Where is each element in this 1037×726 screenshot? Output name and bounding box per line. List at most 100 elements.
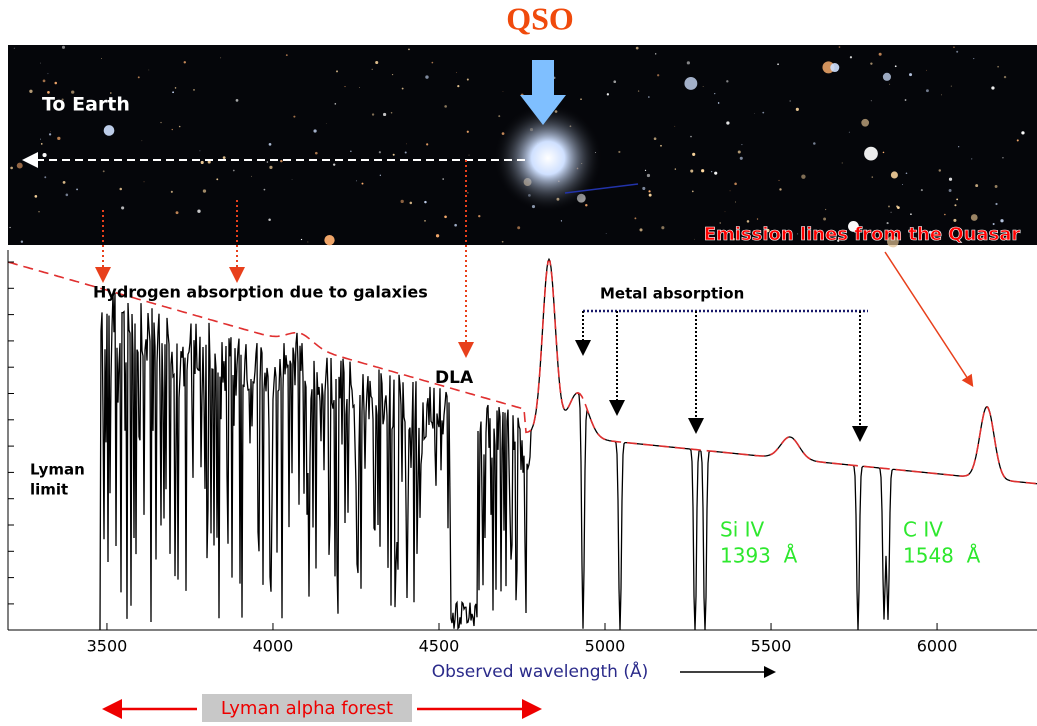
tick-label: 4000	[253, 637, 294, 656]
star	[605, 233, 607, 234]
star	[646, 173, 651, 178]
star	[517, 226, 521, 230]
star	[766, 228, 770, 233]
star	[944, 213, 946, 216]
star	[334, 103, 337, 105]
star	[690, 135, 692, 138]
star	[200, 160, 204, 165]
star	[644, 169, 647, 172]
star	[502, 91, 504, 92]
star	[841, 162, 843, 164]
star	[726, 121, 730, 125]
star	[997, 65, 999, 68]
star	[746, 220, 750, 223]
continuum	[7, 260, 1037, 485]
star	[777, 63, 779, 66]
star	[657, 74, 660, 77]
star	[336, 70, 339, 73]
star	[938, 169, 942, 172]
star	[141, 140, 143, 142]
star	[100, 58, 102, 59]
star	[406, 143, 408, 145]
star	[291, 179, 293, 180]
star	[648, 190, 651, 193]
star	[904, 99, 907, 101]
star	[44, 176, 47, 179]
star	[285, 54, 288, 57]
star	[40, 62, 41, 64]
star	[648, 193, 652, 197]
star	[1021, 131, 1025, 135]
star	[691, 190, 694, 193]
star	[62, 180, 66, 184]
star	[870, 62, 873, 65]
star	[34, 195, 38, 198]
star	[57, 136, 61, 141]
star	[137, 76, 140, 79]
star	[953, 46, 955, 49]
tick-label: 4500	[419, 637, 460, 656]
line	[564, 183, 639, 194]
star	[795, 107, 799, 111]
star	[220, 57, 222, 59]
star	[655, 53, 657, 55]
star	[909, 73, 913, 77]
star	[47, 73, 49, 75]
star	[888, 205, 890, 208]
star	[717, 102, 720, 104]
star	[613, 80, 617, 84]
star	[293, 115, 296, 118]
star	[358, 87, 360, 88]
star	[378, 151, 381, 154]
star	[674, 125, 676, 127]
star	[383, 112, 387, 117]
star	[408, 48, 410, 51]
star	[618, 150, 621, 154]
star	[813, 142, 816, 145]
star	[110, 92, 112, 94]
star	[686, 61, 690, 65]
star	[702, 86, 704, 87]
star	[956, 198, 959, 201]
star	[838, 46, 841, 48]
line-name: Si IV	[720, 518, 765, 542]
star	[585, 204, 588, 207]
star	[762, 111, 765, 114]
star	[871, 176, 874, 178]
star	[954, 204, 957, 207]
star	[466, 130, 469, 133]
star	[889, 83, 891, 85]
star	[371, 68, 373, 70]
star	[498, 115, 501, 118]
star	[765, 233, 768, 235]
lyman-limit-label: limit	[30, 481, 68, 499]
star	[926, 69, 927, 71]
star	[801, 174, 806, 179]
star	[32, 159, 36, 162]
star	[263, 188, 266, 191]
star	[994, 185, 998, 188]
star	[61, 45, 66, 49]
tick-label: 5500	[751, 637, 792, 656]
star	[734, 182, 737, 186]
star	[890, 171, 898, 179]
star	[639, 228, 643, 232]
title: QSO	[506, 0, 574, 36]
line-wavelength: 1393 Å	[720, 544, 798, 568]
star	[710, 171, 713, 173]
star	[973, 58, 975, 60]
star	[849, 56, 853, 59]
star	[143, 181, 145, 183]
star	[119, 187, 122, 191]
star	[222, 156, 226, 160]
star	[47, 91, 50, 94]
star	[848, 131, 850, 133]
star	[950, 85, 952, 87]
star	[121, 206, 125, 210]
star	[232, 169, 235, 172]
star	[350, 150, 352, 152]
star	[991, 86, 995, 90]
star	[456, 72, 457, 73]
star	[54, 81, 58, 85]
star	[606, 93, 610, 96]
